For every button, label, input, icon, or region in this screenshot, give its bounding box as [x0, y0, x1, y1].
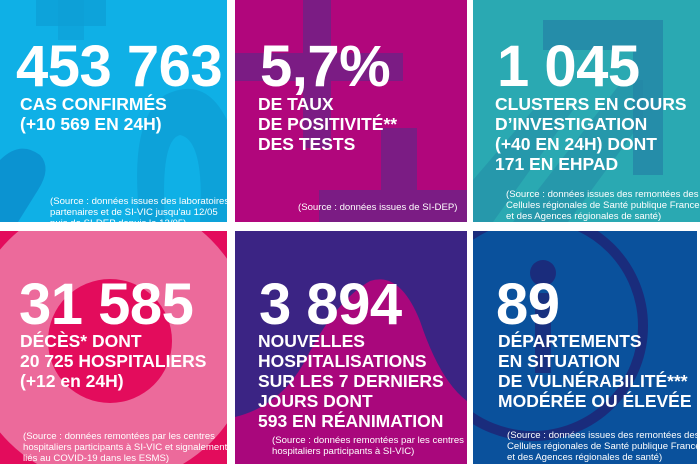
label-line: 20 725 HOSPITALIERS — [20, 351, 207, 371]
label-line: 593 EN RÉANIMATION — [258, 411, 444, 431]
departments-value: 89 — [496, 272, 560, 337]
positivity-rate-source: (Source : données issues de SI-DEP) — [298, 202, 457, 213]
confirmed-cases-label: CAS CONFIRMÉS (+10 569 EN 24H) — [20, 94, 167, 134]
label-line: D’INVESTIGATION — [495, 114, 648, 134]
hospitalisations-source: (Source : données remontées par les cent… — [272, 435, 464, 457]
label-line: DÉCÈS* DONT — [20, 331, 142, 351]
label-line: CLUSTERS EN COURS — [495, 94, 687, 114]
panel-confirmed-cases: 453 763 CAS CONFIRMÉS (+10 569 EN 24H) (… — [0, 0, 227, 222]
label-line: SUR LES 7 DERNIERS — [258, 371, 444, 391]
target-rings-decoration-icon — [0, 231, 227, 464]
label-line: 171 EN EHPAD — [495, 154, 619, 174]
label-line: CAS CONFIRMÉS — [20, 94, 167, 114]
deaths-value: 31 585 — [19, 272, 194, 337]
panel-hospitalisations: 3 894 NOUVELLES HOSPITALISATIONS SUR LES… — [235, 231, 467, 464]
label-line: DE TAUX — [258, 94, 334, 114]
departments-source: (Source : données issues des remontées d… — [507, 430, 697, 463]
label-line: (+40 EN 24H) DONT — [495, 134, 657, 154]
hospitalisations-label: NOUVELLES HOSPITALISATIONS SUR LES 7 DER… — [258, 331, 444, 431]
confirmed-cases-source: (Source : données issues des laboratoire… — [50, 196, 227, 222]
source-line: Cellules régionales de Santé publique Fr… — [507, 441, 697, 452]
rising-arrow-decoration-icon — [473, 20, 663, 222]
clusters-value: 1 045 — [497, 34, 640, 99]
source-line: liés au COVID-19 dans les ESMS) — [23, 453, 170, 464]
panel-departments: 89 DÉPARTEMENTS EN SITUATION DE VULNÉRAB… — [473, 231, 697, 464]
source-line: et des Agences régionales de santé) — [506, 211, 662, 222]
panel-positivity-rate: 5,7% DE TAUX DE POSITIVITÉ** DES TESTS (… — [235, 0, 467, 222]
label-line: DES TESTS — [258, 134, 356, 154]
label-line: JOURS DONT — [258, 391, 373, 411]
label-line: HOSPITALISATIONS — [258, 351, 427, 371]
deaths-label: DÉCÈS* DONT 20 725 HOSPITALIERS (+12 en … — [20, 331, 206, 391]
label-line: DE VULNÉRABILITÉ*** — [498, 371, 688, 391]
label-line: (+10 569 EN 24H) — [20, 114, 162, 134]
deaths-source: (Source : données remontées par les cent… — [23, 431, 227, 464]
clusters-label: CLUSTERS EN COURS D’INVESTIGATION (+40 E… — [495, 94, 687, 174]
source-line: Cellules régionales de Santé publique Fr… — [506, 200, 700, 211]
label-line: NOUVELLES — [258, 331, 365, 351]
label-line: MODÉRÉE OU ÉLEVÉE — [498, 391, 692, 411]
hospitalisations-value: 3 894 — [259, 272, 402, 337]
clusters-source: (Source : données issues des remontées d… — [506, 189, 700, 222]
source-line: (Source : données issues des remontées d… — [506, 189, 699, 200]
positivity-rate-label: DE TAUX DE POSITIVITÉ** DES TESTS — [258, 94, 397, 154]
positivity-rate-value: 5,7% — [260, 34, 391, 99]
source-line: puis de SI-DEP depuis le 13/05) — [50, 218, 186, 222]
label-line: DE POSITIVITÉ** — [258, 114, 398, 134]
source-line: (Source : données remontées par les cent… — [23, 431, 215, 442]
departments-label: DÉPARTEMENTS EN SITUATION DE VULNÉRABILI… — [498, 331, 692, 411]
source-line: hospitaliers participants à SI-VIC et si… — [23, 442, 227, 453]
confirmed-cases-value: 453 763 — [16, 34, 223, 99]
source-line: (Source : données remontées par les cent… — [272, 435, 464, 446]
plus-and-digits-decoration-icon — [0, 0, 227, 222]
info-bubble-decoration-icon — [473, 231, 648, 441]
source-line: (Source : données issues des laboratoire… — [50, 196, 227, 207]
label-line: (+12 en 24H) — [20, 371, 124, 391]
source-line: partenaires et de SI-VIC jusqu'au 12/05 — [50, 207, 218, 218]
curve-decoration-icon — [235, 279, 467, 464]
source-line: (Source : données issues de SI-DEP) — [298, 202, 458, 213]
cross-decoration-icon — [235, 0, 467, 222]
label-line: EN SITUATION — [498, 351, 621, 371]
source-line: et des Agences régionales de santé) — [507, 452, 663, 463]
source-line: hospitaliers participants à SI-VIC) — [272, 446, 415, 457]
panel-deaths: 31 585 DÉCÈS* DONT 20 725 HOSPITALIERS (… — [0, 231, 227, 464]
label-line: DÉPARTEMENTS — [498, 331, 642, 351]
source-line: (Source : données issues des remontées d… — [507, 430, 697, 441]
panel-clusters: 1 045 CLUSTERS EN COURS D’INVESTIGATION … — [473, 0, 700, 222]
